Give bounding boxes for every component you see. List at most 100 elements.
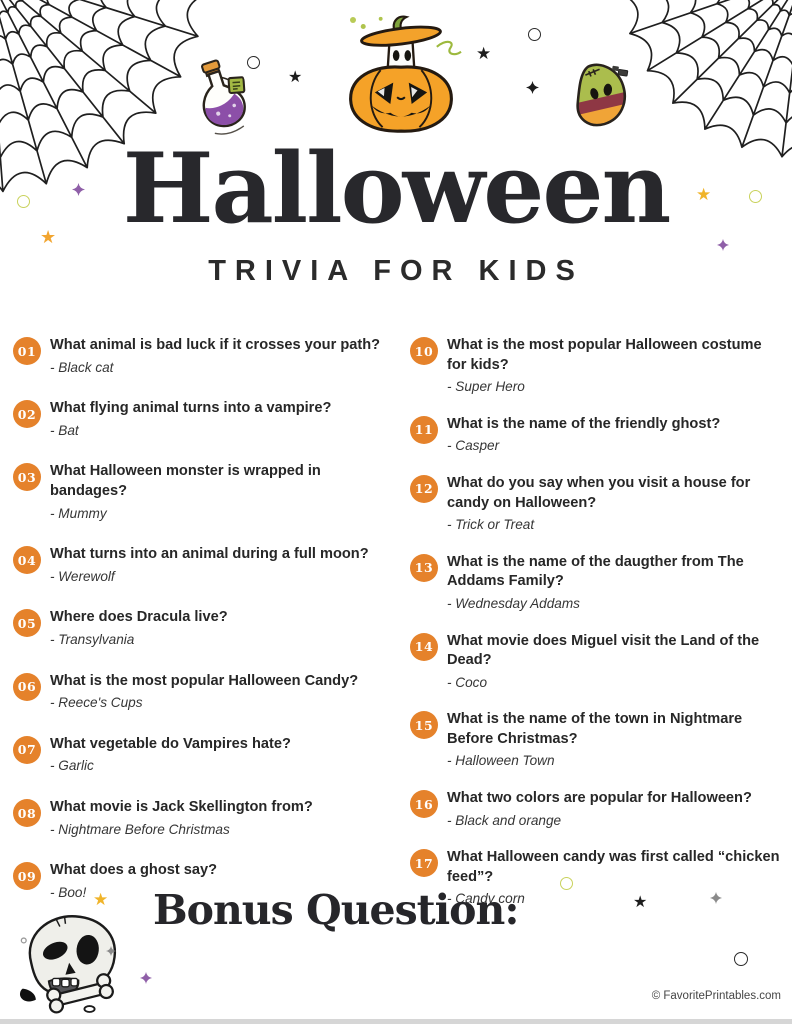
- question-item: 09 What does a ghost say? - Boo!: [13, 861, 410, 901]
- bonus-question-label: Bonus Question:: [153, 886, 519, 934]
- question-text: What is the name of the friendly ghost?: [447, 415, 721, 432]
- question-text: What is the most popular Halloween Candy…: [50, 672, 359, 689]
- question-body: What movie does Miguel visit the Land of…: [447, 632, 781, 692]
- circle-ring-icon: [528, 28, 541, 41]
- question-text: What Halloween candy was first called “c…: [447, 849, 780, 885]
- question-number-badge: 01: [13, 337, 41, 365]
- question-body: What is the most popular Halloween costu…: [447, 336, 781, 396]
- sparkle-icon: [526, 81, 539, 94]
- question-answer: - Black cat: [50, 359, 114, 375]
- question-item: 05 Where does Dracula live? - Transylvan…: [13, 608, 410, 648]
- question-text: What movie does Miguel visit the Land of…: [447, 632, 760, 669]
- question-body: What is the most popular Halloween Candy…: [50, 672, 358, 712]
- question-number-badge: 07: [13, 735, 41, 764]
- question-body: What turns into an animal during a full …: [50, 545, 369, 585]
- spider-web-icon: [629, 0, 792, 158]
- circle-ring-icon: [734, 952, 748, 966]
- page-subtitle: TRIVIA FOR KIDS: [208, 255, 584, 287]
- question-body: What flying animal turns into a vampire?…: [50, 399, 331, 439]
- question-body: What Halloween monster is wrapped in ban…: [50, 462, 385, 522]
- question-number-badge: 10: [410, 337, 438, 365]
- question-number-badge: 12: [410, 474, 438, 503]
- question-number-badge: 04: [13, 546, 41, 575]
- question-column-left: 01 What animal is bad luck if it crosses…: [13, 336, 410, 927]
- question-number-badge: 13: [410, 553, 438, 582]
- question-text: What turns into an animal during a full …: [50, 546, 369, 563]
- candy-corn-icon: [574, 63, 629, 127]
- question-answer: - Candy corn: [447, 891, 525, 907]
- circle-ring-icon: [247, 56, 260, 69]
- question-text: Where does Dracula live?: [50, 609, 228, 626]
- question-item: 14 What movie does Miguel visit the Land…: [410, 632, 781, 692]
- star-icon: [476, 45, 491, 62]
- question-body: What movie is Jack Skellington from? - N…: [50, 798, 313, 838]
- question-answer: - Transylvania: [50, 631, 135, 647]
- question-text: What vegetable do Vampires hate?: [50, 735, 291, 752]
- question-body: What two colors are popular for Hallowee…: [447, 789, 752, 829]
- sparkle-icon: [140, 972, 152, 984]
- question-number-badge: 16: [410, 790, 438, 819]
- question-number-badge: 11: [410, 415, 438, 444]
- star-icon: [288, 70, 302, 86]
- question-number-badge: 06: [13, 672, 41, 701]
- question-answer: - Mummy: [50, 505, 107, 521]
- question-answer: - Wednesday Addams: [447, 595, 580, 611]
- question-item: 15 What is the name of the town in Night…: [410, 710, 781, 770]
- question-body: What is the name of the friendly ghost? …: [447, 415, 720, 455]
- question-answer: - Halloween Town: [447, 753, 555, 769]
- question-body: What vegetable do Vampires hate? - Garli…: [50, 735, 291, 775]
- page-title: Halloween: [122, 132, 671, 245]
- question-item: 17 What Halloween candy was first called…: [410, 848, 781, 908]
- question-text: What does a ghost say?: [50, 862, 218, 879]
- question-number-badge: 05: [13, 609, 41, 638]
- question-text: What is the most popular Halloween costu…: [447, 337, 762, 373]
- question-body: What does a ghost say? - Boo!: [50, 861, 217, 901]
- question-answer: - Garlic: [50, 758, 94, 774]
- question-answer: - Trick or Treat: [447, 517, 535, 533]
- question-item: 08 What movie is Jack Skellington from? …: [13, 798, 410, 838]
- question-item: 02 What flying animal turns into a vampi…: [13, 399, 410, 439]
- question-item: 11 What is the name of the friendly ghos…: [410, 415, 781, 455]
- question-item: 07 What vegetable do Vampires hate? - Ga…: [13, 735, 410, 775]
- question-number-badge: 08: [13, 799, 41, 828]
- question-answer: - Werewolf: [50, 568, 115, 584]
- question-item: 12 What do you say when you visit a hous…: [410, 474, 781, 534]
- question-answer: - Casper: [447, 438, 500, 454]
- question-text: What movie is Jack Skellington from?: [50, 799, 313, 816]
- sparkle-icon: [717, 239, 729, 251]
- question-text: What animal is bad luck if it crosses yo…: [50, 337, 381, 353]
- question-answer: - Boo!: [50, 884, 87, 900]
- question-answer: - Black and orange: [447, 812, 562, 828]
- question-item: 16 What two colors are popular for Hallo…: [410, 789, 781, 829]
- question-number-badge: 15: [410, 711, 438, 740]
- question-text: What is the name of the daugther from Th…: [447, 553, 744, 590]
- question-text: What is the name of the town in Nightmar…: [447, 711, 743, 747]
- question-list: 01 What animal is bad luck if it crosses…: [13, 336, 781, 927]
- question-item: 06 What is the most popular Halloween Ca…: [13, 672, 410, 712]
- copyright-credit: © FavoritePrintables.com: [651, 990, 781, 1002]
- question-number-badge: 14: [410, 632, 438, 661]
- question-text: What do you say when you visit a house f…: [447, 474, 751, 511]
- question-item: 10 What is the most popular Halloween co…: [410, 336, 781, 396]
- question-column-right: 10 What is the most popular Halloween co…: [410, 336, 781, 927]
- question-text: What flying animal turns into a vampire?: [50, 400, 332, 417]
- question-number-badge: 09: [13, 862, 41, 891]
- question-number-badge: 17: [410, 849, 438, 878]
- question-body: What animal is bad luck if it crosses yo…: [50, 336, 380, 376]
- question-item: 01 What animal is bad luck if it crosses…: [13, 336, 410, 376]
- question-answer: - Super Hero: [447, 379, 525, 395]
- question-body: What Halloween candy was first called “c…: [447, 848, 781, 908]
- potion-bottle-icon: [201, 59, 246, 135]
- jack-o-lantern-ghost-icon: [349, 15, 462, 133]
- question-number-badge: 03: [13, 463, 41, 492]
- question-body: What is the name of the town in Nightmar…: [447, 710, 781, 770]
- question-answer: - Reece's Cups: [50, 695, 143, 711]
- question-answer: - Coco: [447, 674, 488, 690]
- question-body: Where does Dracula live? - Transylvania: [50, 608, 228, 648]
- question-answer: - Nightmare Before Christmas: [50, 821, 230, 837]
- question-text: What two colors are popular for Hallowee…: [447, 790, 752, 807]
- question-body: What do you say when you visit a house f…: [447, 474, 781, 534]
- question-text: What Halloween monster is wrapped in ban…: [50, 463, 321, 499]
- question-item: 03 What Halloween monster is wrapped in …: [13, 462, 410, 522]
